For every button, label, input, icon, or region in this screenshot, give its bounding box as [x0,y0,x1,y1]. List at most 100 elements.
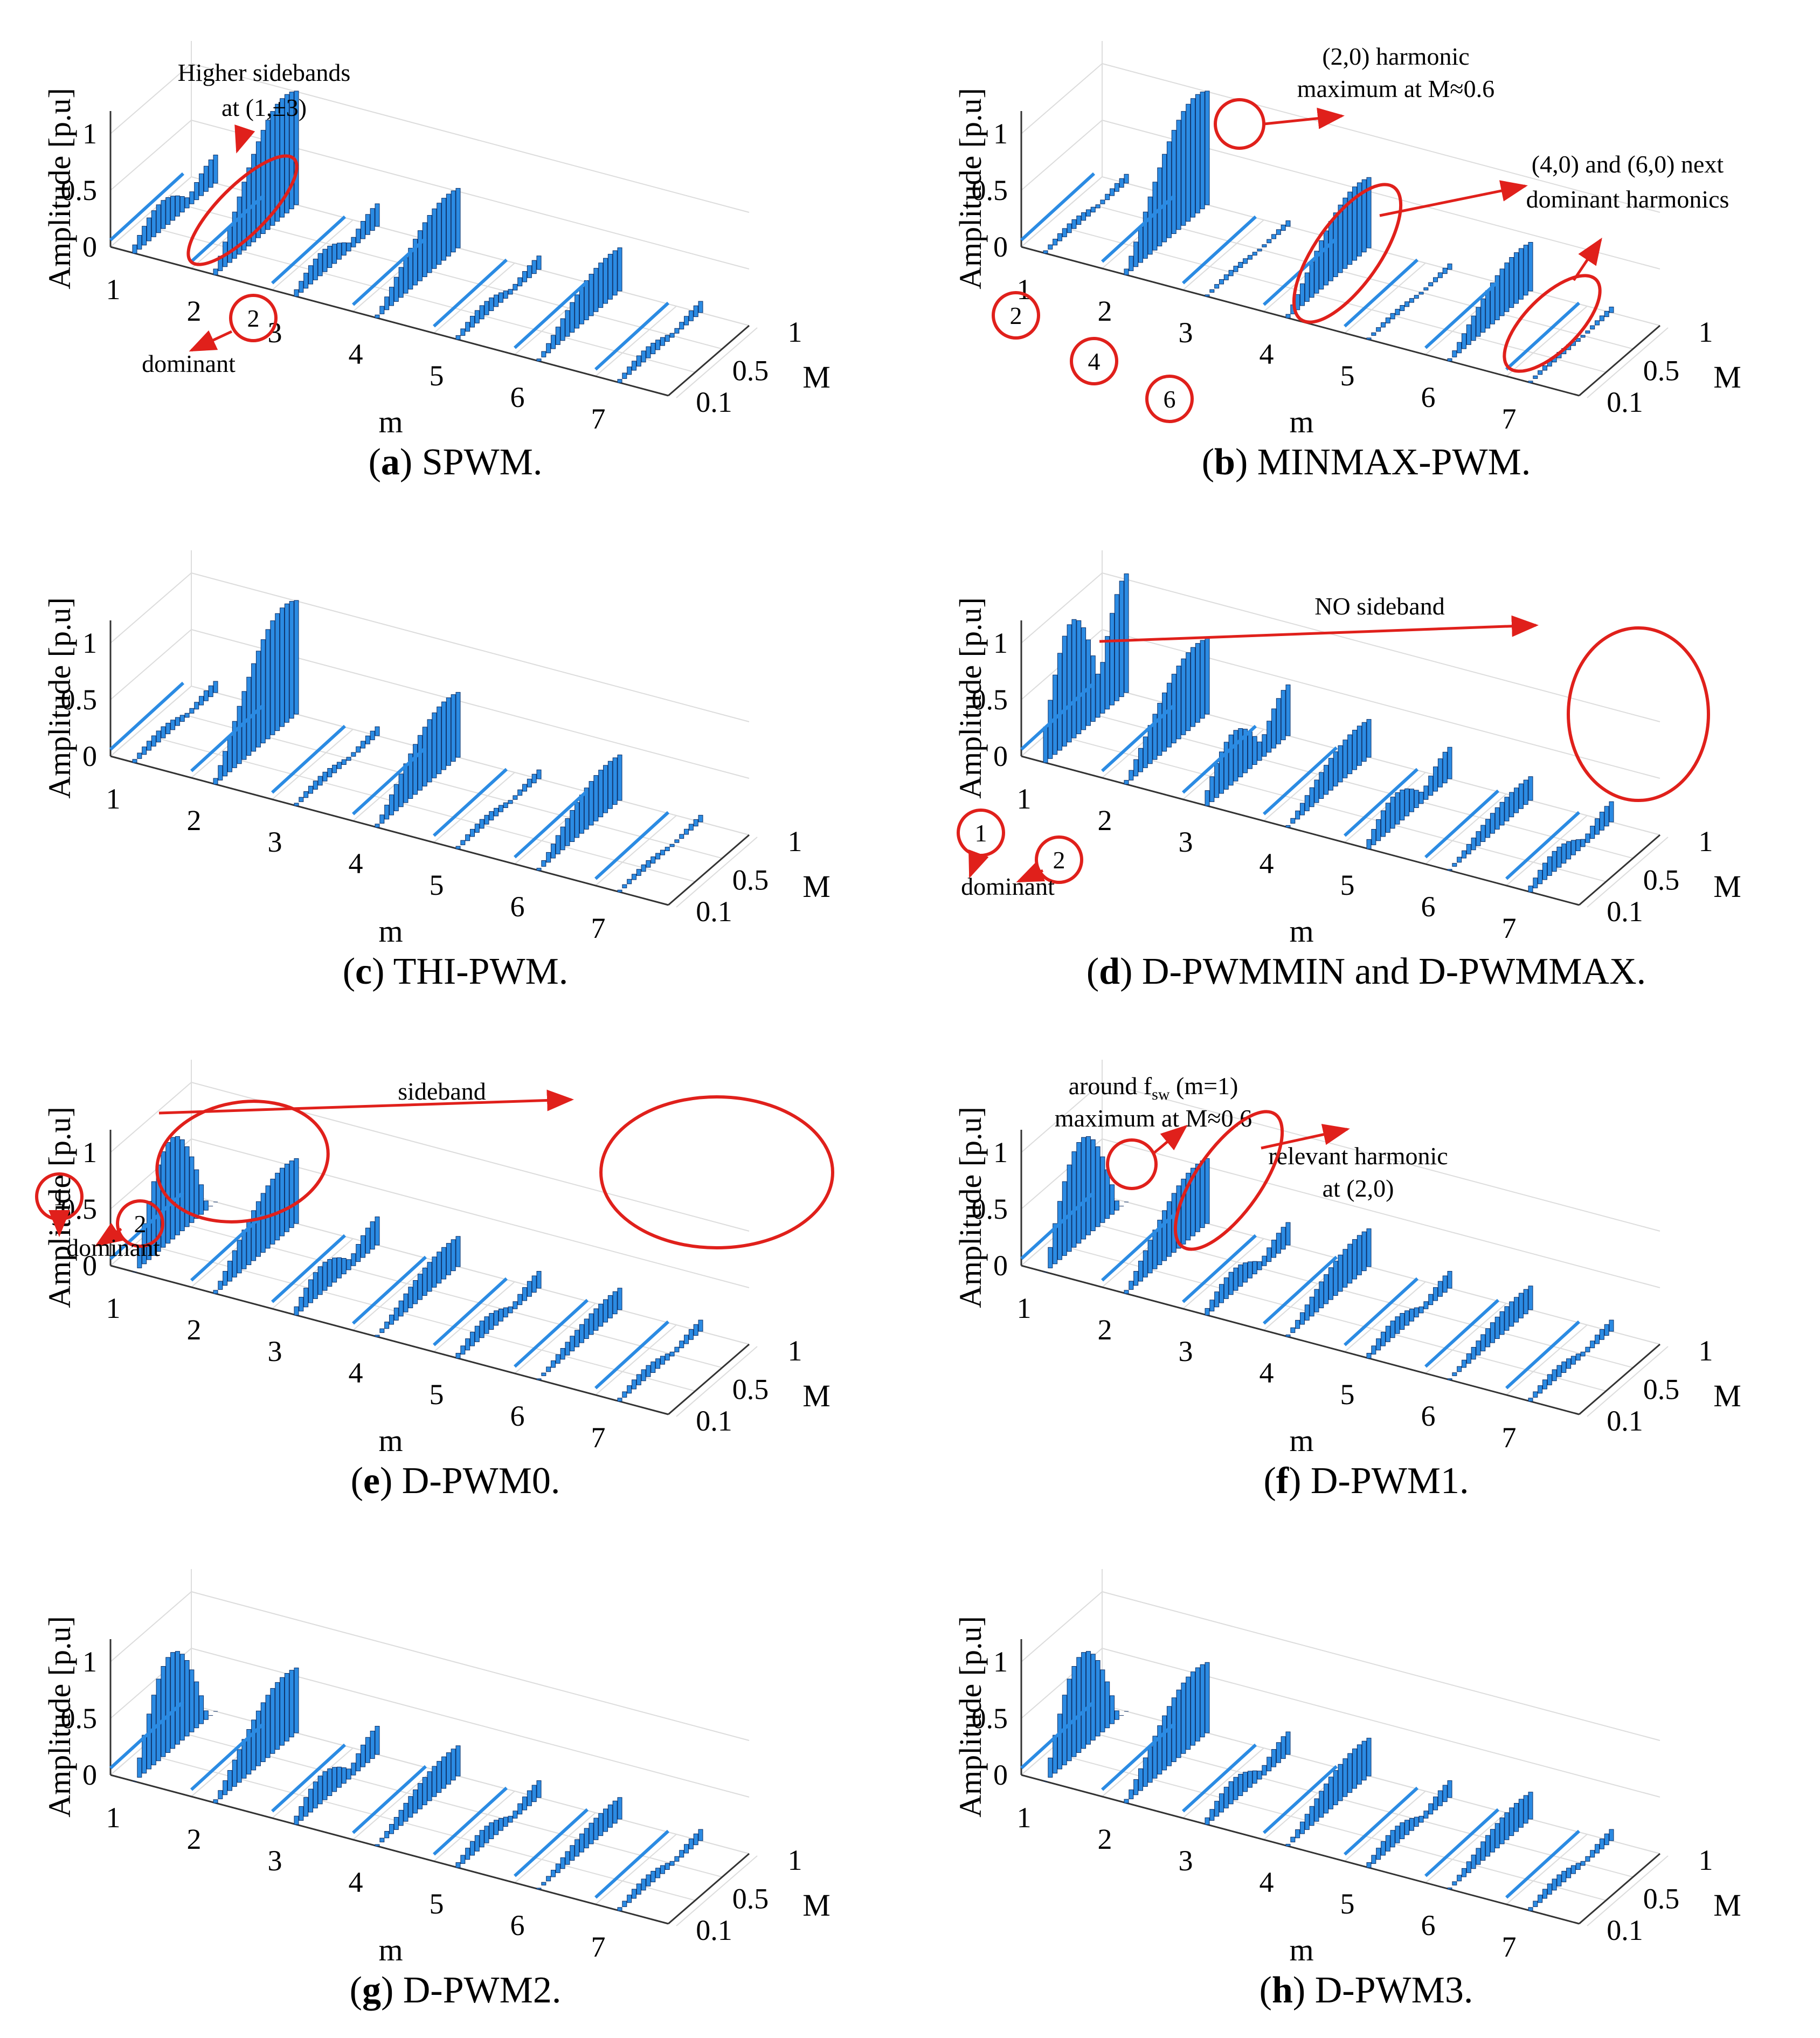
bar-m7 [1552,851,1557,872]
series-m7 [1505,801,1614,893]
bar-m4 [422,727,427,787]
bar-m4 [1352,186,1358,261]
bar-m7 [679,1850,684,1858]
z-tick-label: 1 [82,627,97,659]
bar-m5 [527,265,532,278]
bar-m4 [437,1252,442,1284]
bar-m6 [550,1870,556,1877]
bar-m6 [536,868,542,871]
bar-m6 [1466,324,1471,345]
annotations-f: around fsw (m=1)maximum at M≈0.6relevant… [1055,1072,1448,1251]
bar-m6 [1461,1868,1466,1877]
bar-m4 [1285,1843,1291,1847]
bar-m3 [351,237,356,247]
bar-m6 [1485,1835,1491,1857]
bar-m4 [437,1761,442,1793]
bar-m3 [1257,248,1262,252]
bar-m7 [1542,862,1547,880]
caption-b: (b) MINMAX-PWM. [1202,441,1531,483]
bar-m7 [641,350,646,363]
M-axis-label: M [1713,1378,1741,1413]
bar-m3 [1238,728,1243,777]
m-tick-label: 5 [430,1888,444,1920]
bar-m2 [1176,1689,1181,1758]
bar-m1 [1081,212,1087,221]
bar-m3 [317,1266,323,1295]
bar-m3 [1205,1817,1210,1825]
M-tick-label: 0.1 [696,895,732,928]
bar-m5 [1428,282,1434,287]
bar-m2 [1166,1706,1172,1766]
M-tick-label: 0.1 [1607,1405,1643,1437]
bar-m1 [189,191,195,204]
bar-m3 [313,1272,318,1299]
caption-e: (e) D-PWM0. [351,1460,560,1502]
annotation-arrow [1152,1124,1188,1155]
bar-m7 [627,367,632,375]
sideband-bar [351,746,427,816]
bar-m5 [1428,776,1434,796]
sideband-bar [513,789,589,859]
M-tick-label: 0.5 [732,1373,769,1406]
sideband-bar [109,1700,185,1770]
bar-m5 [474,824,480,833]
bar-m4 [455,1236,461,1267]
caption-g: (g) D-PWM2. [350,1970,562,2011]
caption-paren-open: ( [350,1970,362,2011]
bar-m5 [484,1316,489,1334]
bar-m3 [356,229,361,244]
bar-m2 [213,268,218,275]
bar-m3 [1285,220,1291,227]
m-tick-label: 6 [510,1909,525,1942]
bar-m6 [593,1818,599,1840]
grid-line-M [1099,206,1634,350]
bar-m2 [270,111,275,226]
bar-m3 [365,1227,370,1254]
bar-m7 [698,1829,703,1841]
bar-m5 [1404,788,1410,817]
bar-m7 [698,1319,703,1332]
caption-text: SPWM. [412,441,542,483]
grid-line-z [1102,1082,1660,1232]
sideband-bar [432,768,508,837]
bar-m1 [1090,1654,1096,1741]
z-tick-label: 1 [993,118,1008,150]
bar-m1 [194,702,199,710]
bar-m2 [1147,725,1153,764]
bar-m3 [294,1815,299,1825]
grid-line-z [1102,572,1660,722]
m-axis-label: m [378,1423,403,1458]
bar-m3 [1219,751,1224,794]
sideband-bar [190,703,266,772]
bar-m6 [1452,1881,1457,1885]
bar-m3 [299,1806,304,1821]
m-tick-label: 6 [510,1400,525,1432]
bar-m7 [684,828,689,835]
bar-m7 [1599,315,1604,321]
series-m6 [1424,1792,1533,1890]
bar-m2 [213,1290,218,1294]
grid-line-m [1506,1834,1588,1905]
bar-m6 [598,1813,604,1836]
bar-m3 [1247,255,1252,260]
bar-m4 [1295,1829,1300,1839]
sideband-bar [1424,280,1500,349]
bar-m3 [1281,690,1286,741]
bar-m3 [1209,289,1215,293]
sideband-bar [594,1320,670,1390]
bar-m7 [1590,1341,1595,1349]
bar-m6 [1499,268,1505,316]
caption-paren-open: ( [351,1460,363,1502]
bar-m1 [1095,1146,1101,1227]
bar-m7 [1570,840,1576,855]
bar-m6 [560,1857,565,1869]
bar-m2 [1129,1789,1134,1799]
bar-m5 [1433,766,1438,792]
grid-line-M [188,206,723,350]
bar-m3 [308,1279,313,1303]
bar-m4 [1324,765,1329,795]
bar-m5 [479,1321,485,1338]
bar-m2 [227,736,232,772]
series-m1 [1020,172,1129,254]
series-m4 [351,1745,461,1847]
